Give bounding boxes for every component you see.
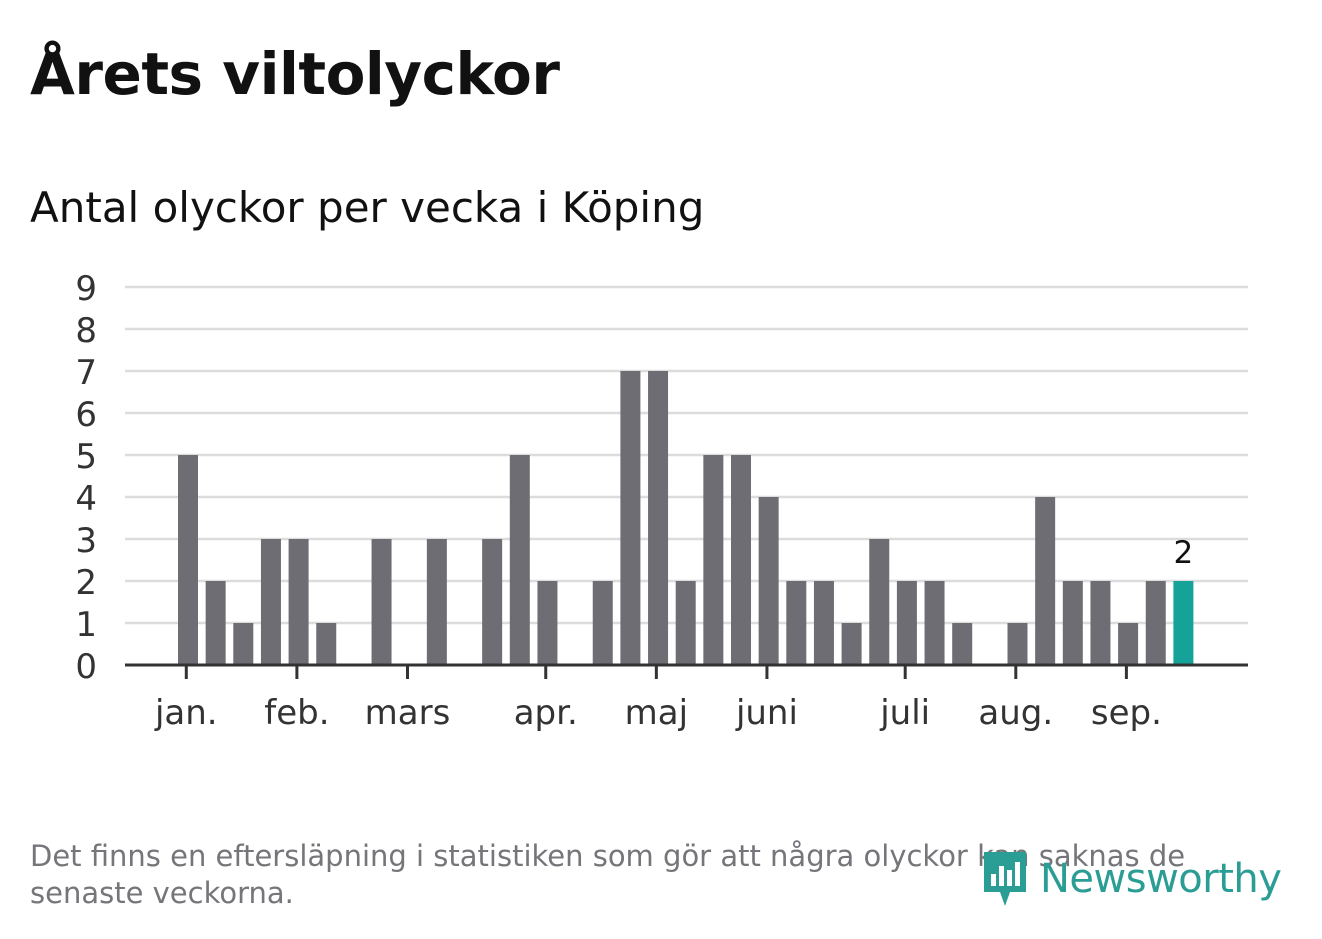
y-tick-label: 8 (75, 311, 97, 351)
y-tick-label: 6 (75, 395, 97, 435)
bar (509, 455, 530, 665)
x-tick-label: apr. (514, 693, 578, 733)
bar (731, 455, 751, 665)
bar (205, 581, 226, 665)
bar (703, 455, 724, 665)
x-tick-label: jan. (154, 693, 218, 733)
newsworthy-logo: Newsworthy (980, 848, 1282, 910)
y-tick-label: 7 (75, 353, 97, 393)
bar (675, 581, 696, 665)
bar (371, 539, 392, 665)
bar (869, 539, 890, 665)
y-tick-label: 3 (75, 521, 97, 561)
y-tick-label: 5 (75, 437, 97, 477)
chart-subtitle: Antal olyckor per vecka i Köping (30, 183, 705, 232)
x-axis-ticks: jan. feb. mars apr. maj juni juli aug. sep. (154, 665, 1162, 733)
chart-title: Årets viltolyckor (30, 40, 560, 108)
highlight-data-label: 2 (1174, 535, 1194, 571)
x-tick-label: aug. (978, 693, 1053, 733)
bar (537, 581, 558, 665)
bar (1007, 623, 1028, 665)
bar (288, 539, 309, 665)
bar (316, 623, 337, 665)
bar (896, 581, 917, 665)
x-tick-label: juli (879, 693, 930, 733)
bar (924, 581, 945, 665)
x-tick-label: mars (365, 693, 451, 733)
bar (813, 581, 834, 665)
bar (648, 371, 669, 665)
x-tick-label: juni (735, 693, 798, 733)
bar (1145, 581, 1166, 665)
bar (1118, 623, 1139, 665)
bar-highlight (1173, 581, 1194, 665)
bar (233, 623, 254, 665)
newsworthy-logo-text: Newsworthy (1040, 856, 1282, 902)
y-tick-label: 4 (75, 479, 97, 519)
bar (482, 539, 503, 665)
newsworthy-logo-icon (984, 852, 1026, 906)
bar (758, 497, 779, 665)
bar (1062, 581, 1083, 665)
bar (620, 371, 641, 665)
bar (1090, 581, 1111, 665)
x-tick-label: sep. (1091, 693, 1162, 733)
grid-lines (125, 285, 1248, 625)
y-tick-label: 0 (75, 647, 97, 687)
bar (952, 623, 973, 665)
bar (260, 539, 281, 665)
data-labels: 2 (1174, 535, 1194, 571)
bar (786, 581, 807, 665)
y-tick-label: 9 (75, 269, 97, 309)
bar (592, 581, 613, 665)
bar (426, 539, 447, 665)
x-tick-label: feb. (264, 693, 329, 733)
bars (178, 371, 1194, 665)
x-tick-label: maj (625, 693, 688, 733)
y-tick-label: 2 (75, 563, 97, 603)
y-tick-label: 1 (75, 605, 97, 645)
bar (1035, 497, 1056, 665)
bar (178, 455, 198, 665)
bar (841, 623, 862, 665)
